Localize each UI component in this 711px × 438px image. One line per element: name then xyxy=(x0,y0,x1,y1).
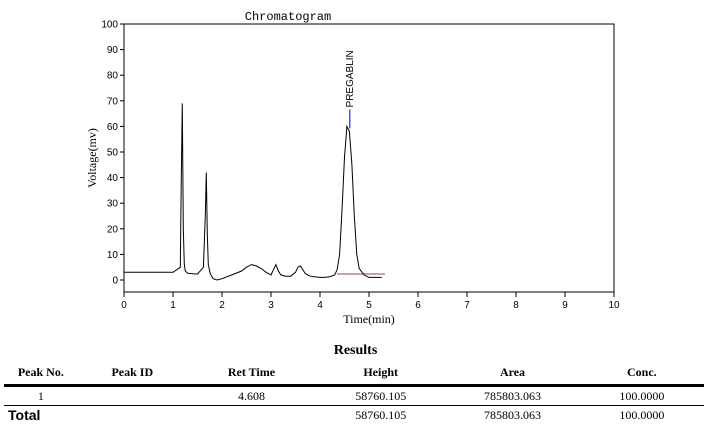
col-ret-time: Ret Time xyxy=(186,360,317,387)
cell-ret-time: 4.608 xyxy=(237,388,265,403)
col-area: Area xyxy=(445,360,580,387)
y-tick-label: 100 xyxy=(101,20,118,31)
x-tick-label: 5 xyxy=(366,300,372,311)
table-row: 1 4.608 58760.105 785803.063 100.0000 xyxy=(4,386,704,406)
y-tick-label: 50 xyxy=(107,148,119,159)
y-tick-label: 90 xyxy=(107,45,119,56)
x-tick-label: 6 xyxy=(415,300,421,311)
total-area: 785803.063 xyxy=(445,405,580,424)
cell-peak-no: 1 xyxy=(37,388,44,403)
x-tick-label: 0 xyxy=(121,300,127,311)
total-row: Total 58760.105 785803.063 100.0000 xyxy=(4,405,704,424)
total-peak-id xyxy=(77,405,187,424)
col-height: Height xyxy=(316,360,446,387)
y-tick-label: 60 xyxy=(107,122,119,133)
chart-title: Chromatogram xyxy=(245,10,331,24)
cell-conc: 100.0000 xyxy=(619,388,665,403)
results-table: Peak No. Peak ID Ret Time Height Area Co… xyxy=(4,360,704,424)
x-tick-label: 9 xyxy=(562,300,568,311)
chromatogram-chart: Chromatogram 0 10 20 30 40 50 60 70 80 90 100 0 1 2 3… xyxy=(85,10,620,326)
x-tick-label: 1 xyxy=(170,300,176,311)
x-tick-label: 8 xyxy=(513,300,519,311)
total-label: Total xyxy=(4,405,78,424)
y-tick-label: 30 xyxy=(107,199,119,210)
total-ret-time xyxy=(186,405,317,424)
peak-label-pregablin: PREGABLIN xyxy=(345,50,356,107)
col-peak-no: Peak No. xyxy=(4,360,78,387)
total-conc: 100.0000 xyxy=(579,405,704,424)
cell-height: 58760.105 xyxy=(355,388,407,403)
y-axis-label: Voltage(mv) xyxy=(85,128,99,188)
x-tick-label: 2 xyxy=(219,300,225,311)
x-tick-label: 4 xyxy=(317,300,323,311)
y-tick-label: 80 xyxy=(107,71,119,82)
x-tick-label: 3 xyxy=(268,300,274,311)
results-title: Results xyxy=(333,343,378,358)
y-tick-label: 10 xyxy=(107,250,119,261)
y-tick-label: 40 xyxy=(107,173,119,184)
cell-area: 785803.063 xyxy=(484,388,541,403)
x-axis-label: Time(min) xyxy=(343,312,395,326)
results-header-row: Peak No. Peak ID Ret Time Height Area Co… xyxy=(4,360,704,387)
col-conc: Conc. xyxy=(579,360,704,387)
cell-peak-id xyxy=(78,386,187,406)
y-axis: 0 10 20 30 40 50 60 70 80 90 100 xyxy=(101,20,124,287)
x-tick-label: 10 xyxy=(608,300,620,311)
plot-area xyxy=(123,23,615,293)
y-tick-label: 0 xyxy=(112,276,118,287)
x-axis: 0 1 2 3 4 5 6 7 8 9 10 xyxy=(121,292,620,311)
col-peak-id: Peak ID xyxy=(77,360,187,387)
chromatogram-trace xyxy=(124,103,382,281)
total-height: 58760.105 xyxy=(316,405,446,424)
x-tick-label: 7 xyxy=(464,300,470,311)
y-tick-label: 20 xyxy=(107,224,119,235)
y-tick-label: 70 xyxy=(107,96,119,107)
